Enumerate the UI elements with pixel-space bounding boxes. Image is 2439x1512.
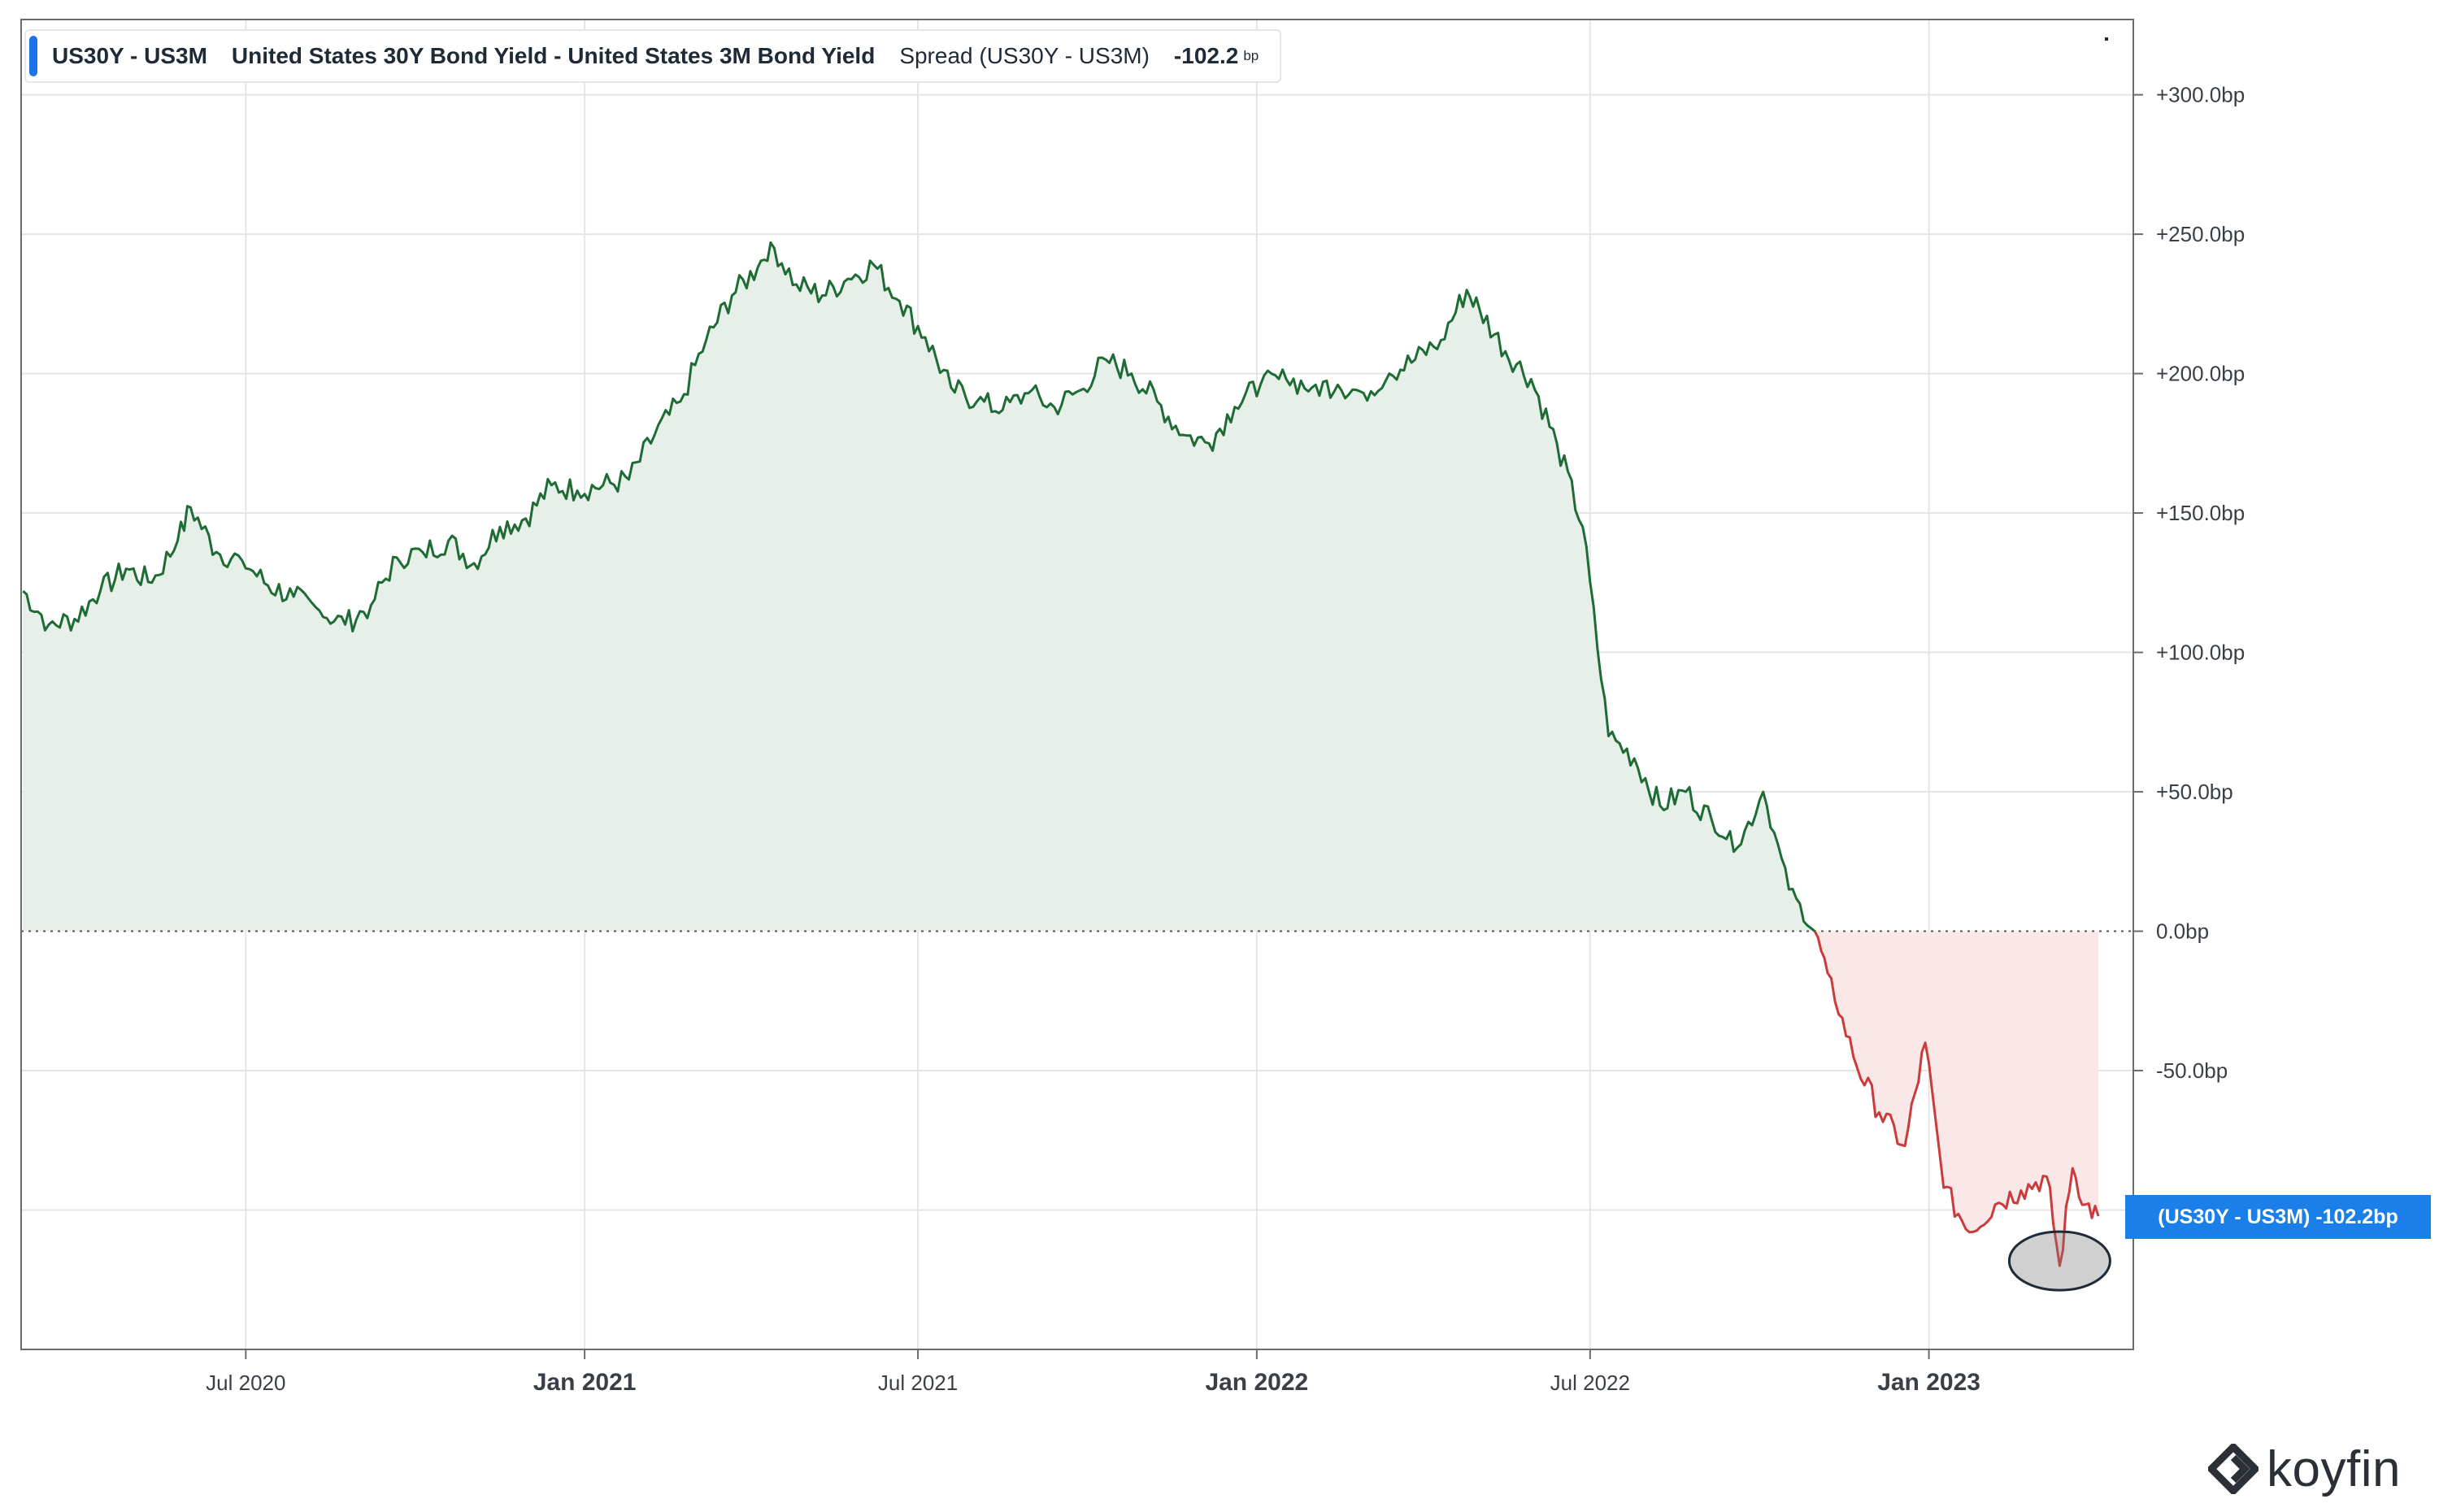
y-tick-label: +250.0bp xyxy=(2156,222,2245,246)
positive-area-fill xyxy=(23,242,1815,932)
negative-series-line xyxy=(1813,930,2100,1267)
series-spread-label: Spread (US30Y - US3M) xyxy=(899,43,1150,68)
x-tick-label: Jan 2022 xyxy=(1205,1369,1308,1396)
series-lines xyxy=(22,241,2100,1267)
negative-area-fill xyxy=(1815,931,2098,1267)
x-tick-label: Jul 2020 xyxy=(206,1371,285,1395)
koyfin-logo-text: koyfin xyxy=(2267,1440,2401,1497)
plot-frame xyxy=(20,19,2134,1350)
koyfin-logo: koyfin xyxy=(2208,1440,2401,1497)
y-tick-label: +200.0bp xyxy=(2156,362,2245,386)
legend-header: US30Y - US3M United States 30Y Bond Yiel… xyxy=(24,29,1282,83)
low-point-annotation xyxy=(2007,1230,2111,1292)
series-value-unit: bp xyxy=(1243,48,1259,63)
plot-border xyxy=(20,19,2134,1350)
series-color-marker xyxy=(29,36,37,76)
x-tick-label: Jan 2021 xyxy=(533,1369,637,1396)
annotation-layer xyxy=(2007,1230,2111,1292)
y-tick-label: +150.0bp xyxy=(2156,501,2245,525)
x-tick-label: Jan 2023 xyxy=(1877,1369,1980,1396)
x-tick-label: Jul 2021 xyxy=(878,1371,958,1395)
menu-dot-icon[interactable] xyxy=(2105,37,2108,41)
y-axis-ticks: +300.0bp +250.0bp +200.0bp +150.0bp +100.0bp… xyxy=(2133,83,2245,1083)
series-current-value: -102.2 xyxy=(1173,43,1239,68)
series-ticker: US30Y - US3M xyxy=(52,43,207,68)
y-tick-label: +50.0bp xyxy=(2156,780,2233,804)
y-tick-label: 0.0bp xyxy=(2156,919,2209,944)
x-tick-label: Jul 2022 xyxy=(1550,1371,1630,1395)
koyfin-logo-icon xyxy=(2208,1444,2259,1494)
y-tick-label: -50.0bp xyxy=(2156,1058,2228,1083)
area-fills xyxy=(23,242,2098,1267)
last-value-tag: (US30Y - US3M) -102.2bp xyxy=(2125,1195,2431,1239)
y-tick-label: +300.0bp xyxy=(2156,83,2245,107)
y-tick-label: +100.0bp xyxy=(2156,641,2245,665)
x-axis-ticks: Jul 2020 Jan 2021 Jul 2021 Jan 2022 Jul 2022… xyxy=(206,1349,1980,1396)
series-description: United States 30Y Bond Yield - United St… xyxy=(231,43,876,68)
positive-series-line xyxy=(22,241,1816,932)
